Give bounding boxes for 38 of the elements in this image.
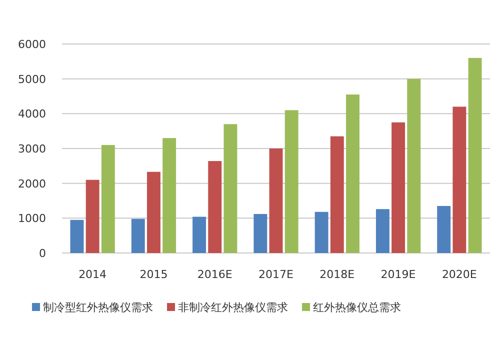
y-tick-label: 1000 bbox=[18, 212, 46, 226]
bar bbox=[376, 209, 390, 253]
bar bbox=[131, 218, 145, 253]
bar bbox=[86, 180, 100, 253]
x-tick-label: 2016E bbox=[197, 268, 232, 281]
bar bbox=[330, 136, 344, 253]
y-tick-label: 4000 bbox=[18, 108, 46, 121]
x-tick-label: 2017E bbox=[258, 268, 294, 281]
x-tick-label: 2019E bbox=[380, 268, 416, 281]
y-tick-label: 0 bbox=[39, 247, 46, 260]
bar bbox=[452, 106, 466, 253]
bar bbox=[407, 78, 421, 253]
legend-label: 制冷型红外热像仪需求 bbox=[43, 301, 153, 314]
bar bbox=[269, 148, 283, 253]
y-tick-label: 2000 bbox=[18, 177, 46, 190]
bar bbox=[70, 220, 84, 253]
bar bbox=[162, 138, 176, 253]
x-tick-label: 2015 bbox=[140, 268, 168, 281]
bar bbox=[146, 172, 160, 253]
y-tick-label: 6000 bbox=[18, 38, 46, 51]
bar bbox=[346, 94, 360, 253]
x-tick-label: 2020E bbox=[442, 268, 477, 281]
bar bbox=[468, 58, 482, 253]
bar bbox=[101, 145, 115, 253]
bar bbox=[437, 206, 451, 253]
bar bbox=[208, 161, 222, 253]
x-tick-label: 2018E bbox=[320, 268, 355, 281]
y-tick-label: 5000 bbox=[18, 72, 46, 86]
bar bbox=[192, 216, 206, 253]
bar bbox=[392, 122, 406, 253]
bar bbox=[224, 124, 238, 253]
bar bbox=[254, 214, 268, 253]
legend-label: 非制冷红外热像仪需求 bbox=[178, 301, 288, 314]
bar bbox=[314, 212, 328, 253]
legend-label: 红外热像仪总需求 bbox=[313, 301, 401, 314]
x-tick-label: 2014 bbox=[78, 268, 107, 281]
y-tick-label: 3000 bbox=[18, 142, 46, 156]
bar bbox=[284, 110, 298, 253]
